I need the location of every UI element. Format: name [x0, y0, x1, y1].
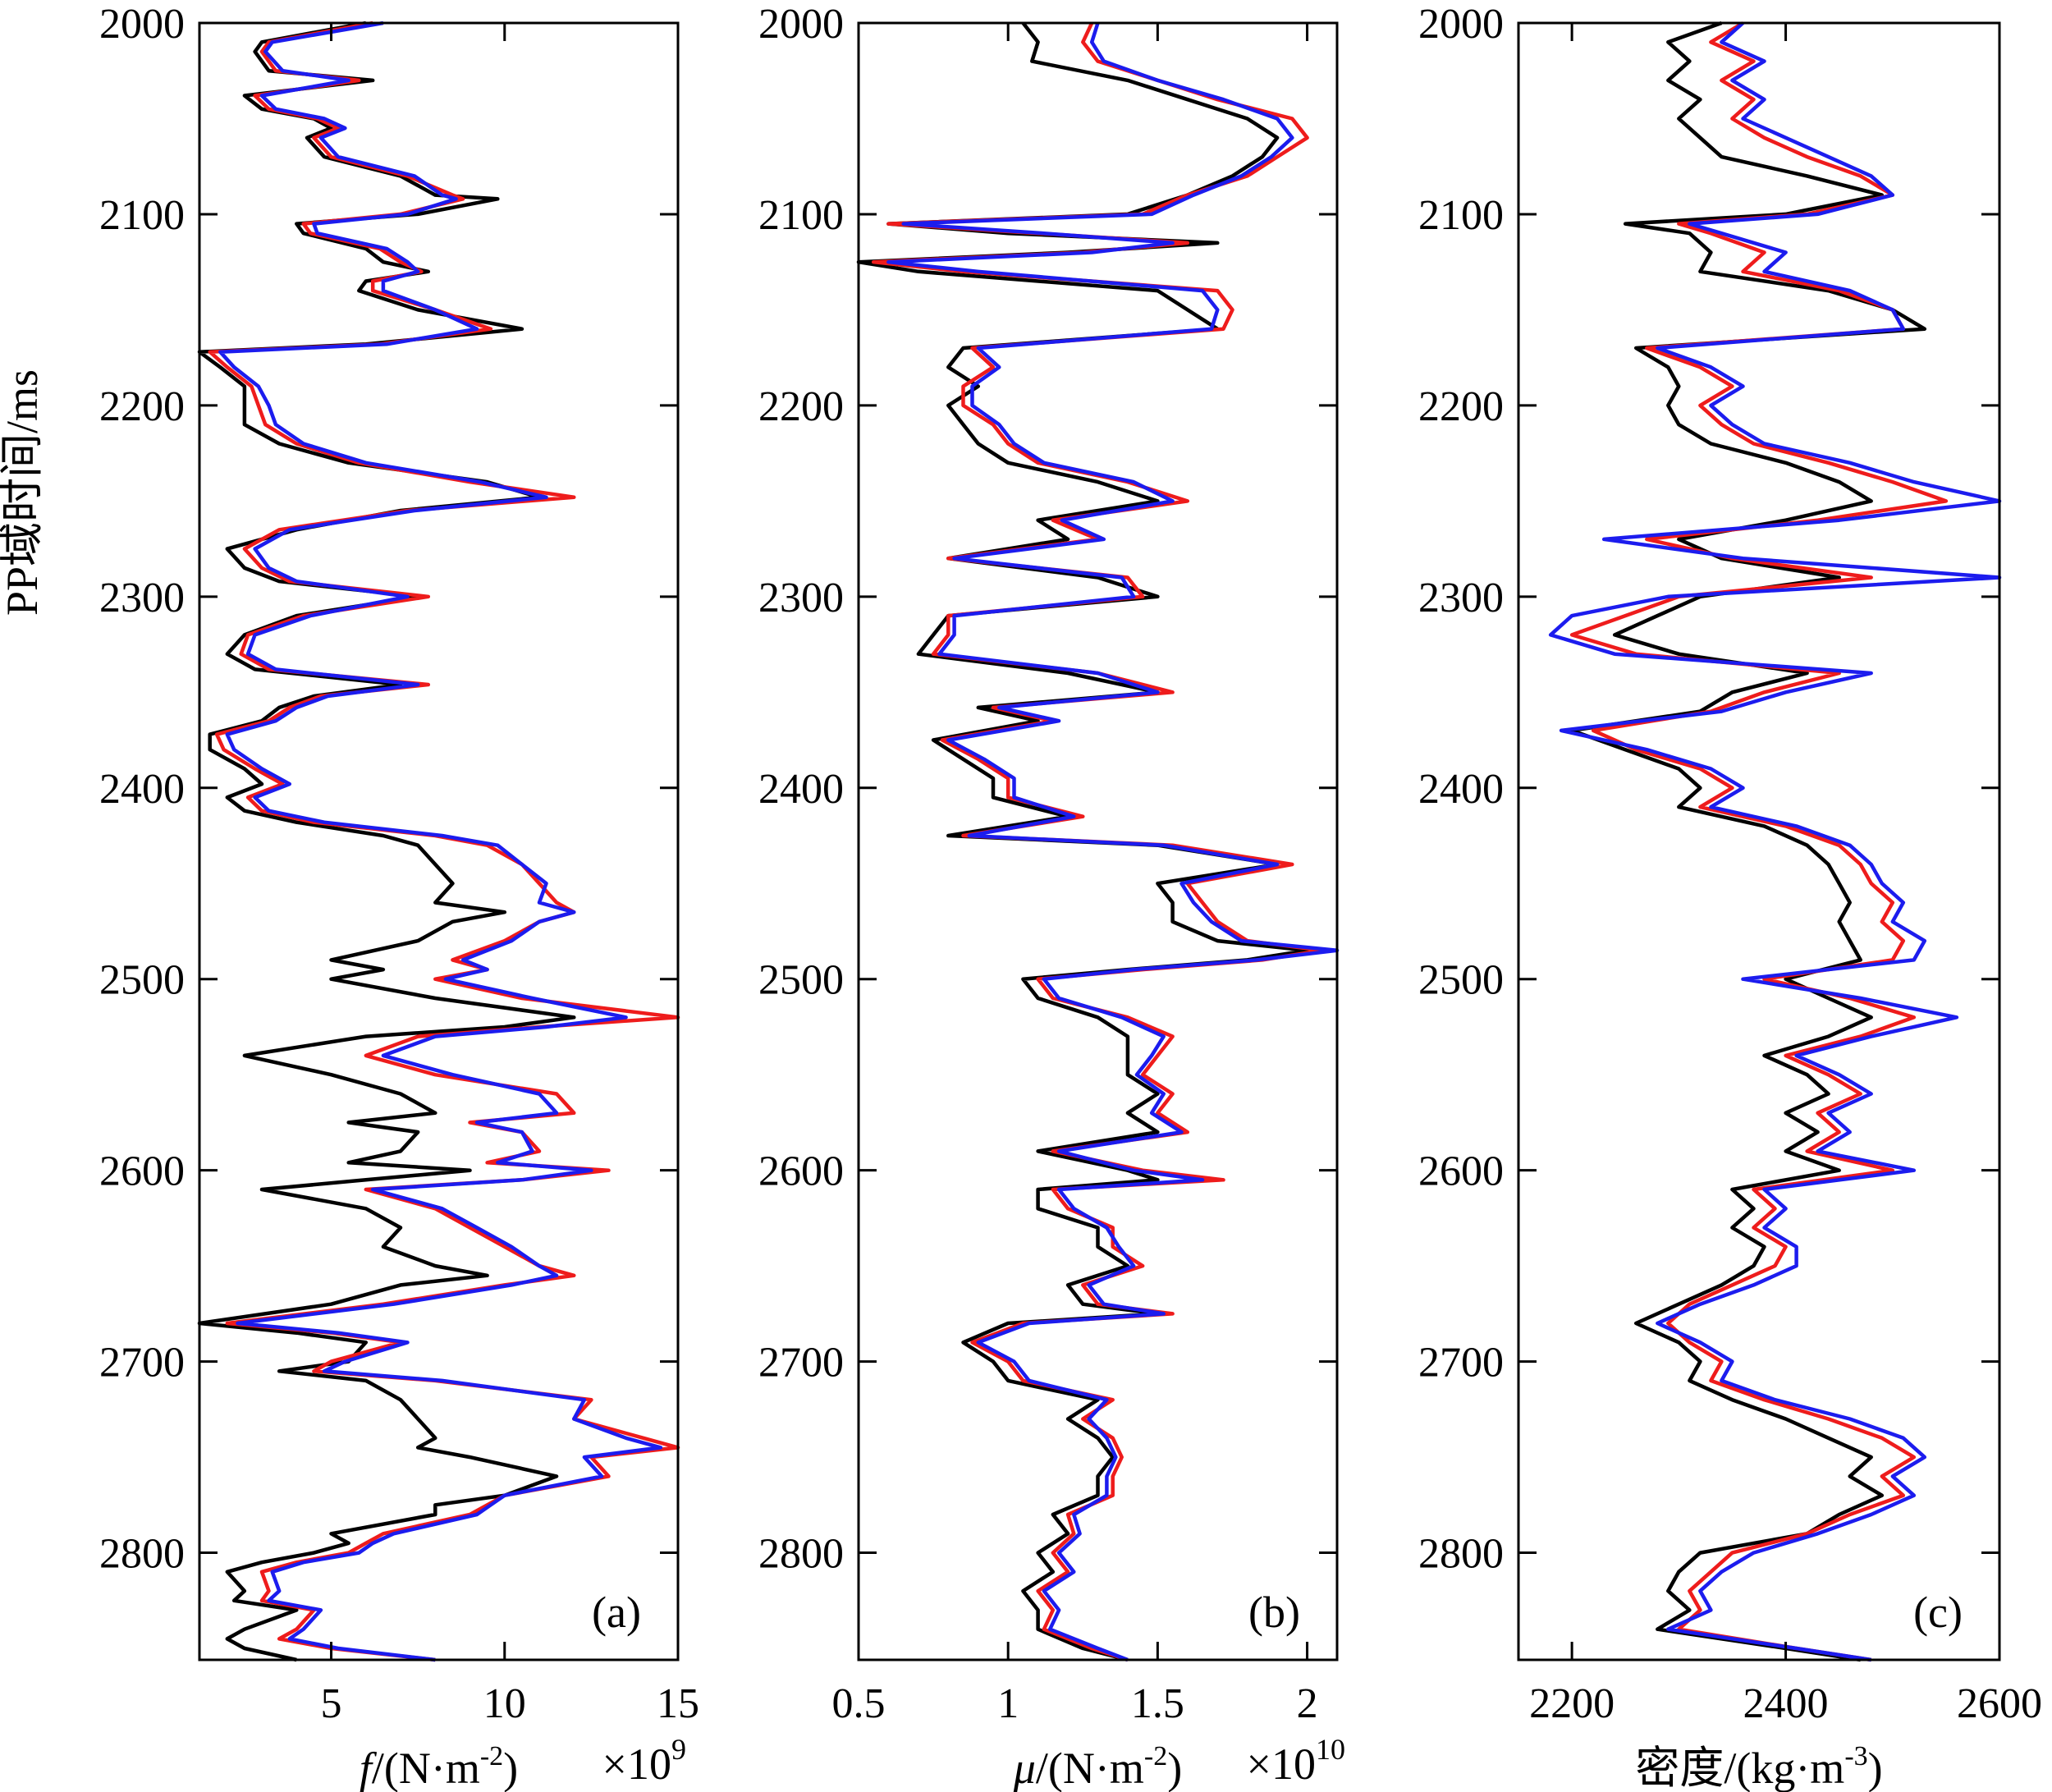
y-tick-label: 2700	[758, 1340, 844, 1386]
panel-label: (a)	[592, 1588, 641, 1637]
series-blue-line	[886, 22, 1340, 1662]
x-tick-label: 2600	[1957, 1680, 2042, 1727]
multiplier-base: ×10	[602, 1739, 671, 1789]
x-axis-unit: /(N·m	[1036, 1744, 1144, 1792]
x-tick-label: 2	[1297, 1680, 1318, 1727]
x-tick-label: 5	[321, 1680, 342, 1727]
x-tick-label: 2200	[1529, 1680, 1615, 1727]
y-tick-label: 2500	[99, 957, 185, 1004]
x-axis-label: μ/(N·m-2)	[1013, 1741, 1182, 1792]
panels: 2000 2100 2200 2300 2400 2500 2600 2700 2800 5 10 1…	[99, 1, 2042, 1792]
panel-2: 2000 2100 2200 2300 2400 2500 2600 2700 2800 0.5 1…	[758, 1, 1345, 1792]
x-axis-text: 密度/(kg·m	[1635, 1744, 1844, 1792]
y-tick-label: 2800	[99, 1531, 185, 1578]
multiplier-exponent: 10	[1316, 1733, 1345, 1766]
y-tick-label: 2600	[1418, 1148, 1504, 1195]
y-axis-label: PP域时间/ms	[0, 369, 47, 616]
series-blue-line	[218, 21, 663, 1662]
y-tick-label: 2200	[758, 383, 844, 430]
panel-1: 2000 2100 2200 2300 2400 2500 2600 2700 2800 5 10 1…	[99, 1, 699, 1792]
y-tick-label: 2400	[99, 766, 185, 813]
x-axis-exponent: -2	[1144, 1741, 1167, 1771]
y-tick-label: 2200	[1418, 383, 1504, 430]
y-tick-label: 2100	[1418, 192, 1504, 239]
multiplier-exponent: 9	[671, 1733, 686, 1766]
y-tick-label: 2500	[1418, 957, 1504, 1004]
panel-frame	[1517, 21, 2001, 1661]
x-tick-label: 10	[483, 1680, 526, 1727]
y-tick-label: 2700	[99, 1340, 185, 1386]
x-axis-exponent: -2	[480, 1741, 503, 1771]
y-tick-label: 2100	[758, 192, 844, 239]
panel-frame	[198, 21, 680, 1661]
x-axis-exponent: -3	[1844, 1741, 1867, 1771]
panel-3: 2000 2100 2200 2300 2400 2500 2600 2700 2800 2200…	[1418, 1, 2042, 1792]
y-tick-label: 2100	[99, 192, 185, 239]
y-tick-label: 2300	[99, 575, 185, 621]
y-tick-label: 2400	[1418, 766, 1504, 813]
y-tick-label: 2000	[1418, 1, 1504, 48]
x-axis-symbol: μ	[1013, 1744, 1036, 1792]
y-tick-label: 2800	[758, 1531, 844, 1578]
y-tick-label: 2500	[758, 957, 844, 1004]
x-axis-unit: /(N·m	[372, 1744, 480, 1792]
y-tick-label: 2400	[758, 766, 844, 813]
x-axis-label: 密度/(kg·m-3)	[1635, 1741, 1882, 1792]
x-tick-label: 15	[657, 1680, 699, 1727]
panel-frame	[857, 21, 1339, 1661]
series-black-line	[1569, 21, 1927, 1662]
x-tick-label: 1.5	[1131, 1680, 1184, 1727]
y-tick-label: 2700	[1418, 1340, 1504, 1386]
y-tick-label: 2000	[99, 1, 185, 48]
y-tick-label: 2300	[1418, 575, 1504, 621]
series-black-line	[197, 21, 576, 1662]
panel-label: (b)	[1248, 1588, 1300, 1637]
x-tick-label: 0.5	[832, 1680, 886, 1727]
x-axis-multiplier: ×109	[602, 1733, 686, 1789]
y-tick-label: 2300	[758, 575, 844, 621]
x-axis-close: )	[1868, 1744, 1883, 1792]
multiplier-base: ×10	[1247, 1739, 1316, 1789]
x-axis-multiplier: ×1010	[1247, 1733, 1345, 1789]
x-tick-label: 2400	[1743, 1680, 1829, 1727]
y-tick-label: 2600	[99, 1148, 185, 1195]
panel-label: (c)	[1913, 1588, 1963, 1637]
y-tick-label: 2800	[1418, 1531, 1504, 1578]
x-axis-close: )	[1167, 1744, 1182, 1792]
y-tick-label: 2200	[99, 383, 185, 430]
series-red-line	[1569, 21, 1949, 1662]
x-axis-label: f/(N·m-2)	[360, 1741, 518, 1792]
y-tick-label: 2000	[758, 1, 844, 48]
series-blue-line	[1548, 21, 2002, 1662]
x-axis-close: )	[503, 1744, 518, 1792]
series-red-line	[208, 21, 680, 1662]
x-tick-label: 1	[997, 1680, 1019, 1727]
y-tick-label: 2600	[758, 1148, 844, 1195]
